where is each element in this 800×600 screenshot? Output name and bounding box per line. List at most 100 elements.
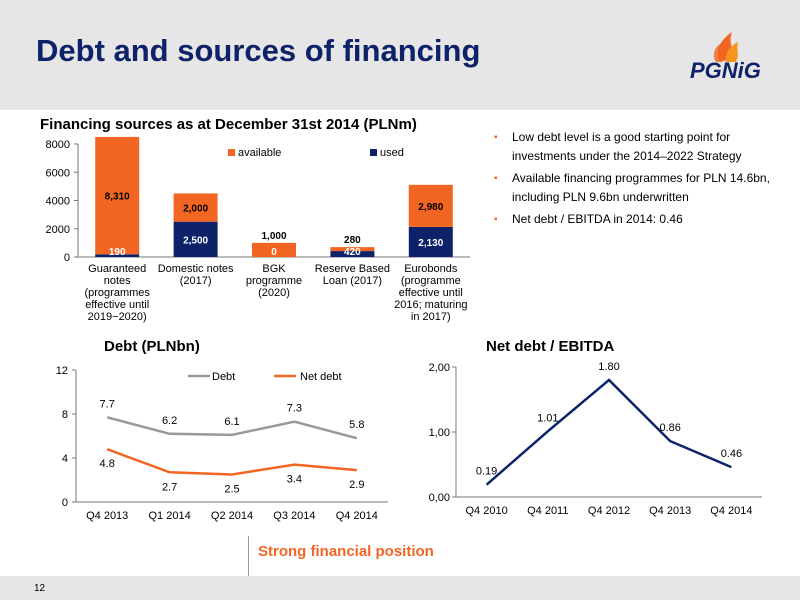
data-label-used: 190 <box>109 247 126 258</box>
x-category-label: Domestic notes <box>158 263 234 275</box>
bar-used <box>95 254 140 257</box>
x-category-label: Q4 2011 <box>527 505 568 517</box>
y-tick-label: 8000 <box>46 139 70 151</box>
x-category-label: Q4 2014 <box>710 505 752 517</box>
x-category-label: Guaranteed <box>88 263 146 275</box>
bullet-item: ▪ Low debt level is a good starting point… <box>494 130 742 163</box>
data-label: 4.8 <box>100 458 115 470</box>
legend-label-available: available <box>238 147 281 159</box>
x-category-label: Q4 2010 <box>465 505 507 517</box>
x-category-label: Q2 2014 <box>211 510 253 522</box>
y-tick-label: 2000 <box>46 224 70 236</box>
data-label-used: 2,500 <box>183 235 208 246</box>
data-label: 3.4 <box>287 474 302 486</box>
x-category-label: (2017) <box>180 275 212 287</box>
data-label-available: 280 <box>344 235 361 246</box>
pgnig-flame-logo <box>713 32 738 62</box>
series-line-net-debt <box>106 448 357 476</box>
data-label-available: 2,980 <box>418 202 443 213</box>
y-tick-label: 1,00 <box>429 427 450 439</box>
legend-label-used: used <box>380 147 404 159</box>
x-category-label: programme <box>246 275 302 287</box>
data-label-available: 2,000 <box>183 204 208 215</box>
logo-text: PGNiG <box>690 58 761 83</box>
data-label: 7.7 <box>100 398 115 410</box>
legend-label-net-debt: Net debt <box>300 371 342 383</box>
x-category-label: 2016; maturing <box>394 299 467 311</box>
x-category-label: Q4 2013 <box>649 505 691 517</box>
x-category-label: Q4 2012 <box>588 505 630 517</box>
bar-available <box>252 242 296 257</box>
data-label-used: 0 <box>271 247 277 258</box>
data-label: 1.80 <box>598 361 619 373</box>
y-tick-label: 0 <box>62 497 68 509</box>
y-tick-label: 0,00 <box>429 492 450 504</box>
series-line-ratio <box>485 378 732 486</box>
netdebt-ebitda-chart-title: Net debt / EBITDA <box>486 338 615 355</box>
bar-used <box>408 226 453 257</box>
bar-used <box>330 251 375 257</box>
debt-chart-title: Debt (PLNbn) <box>104 338 200 355</box>
bullet-item: ▪ Available financing programmes for PLN … <box>494 171 770 204</box>
data-label: 2.5 <box>224 484 239 496</box>
data-label: 2.9 <box>349 479 364 491</box>
data-label-used: 2,130 <box>418 238 443 249</box>
series-line-debt <box>106 416 358 440</box>
footer-tagline: Strong financial position <box>258 543 434 560</box>
x-category-label: in 2017) <box>411 311 451 323</box>
bar-available <box>95 136 140 255</box>
x-category-label: Q3 2014 <box>273 510 315 522</box>
bar-available <box>330 247 375 252</box>
bullet-square-icon: ▪ <box>494 132 498 143</box>
data-label: 5.8 <box>349 419 364 431</box>
footer-divider <box>248 536 249 576</box>
x-category-label: Loan (2017) <box>323 275 382 287</box>
data-label-available: 8,310 <box>105 192 130 203</box>
footer-band <box>0 576 800 600</box>
x-category-label: effective until <box>85 299 149 311</box>
bullet-square-icon: ▪ <box>494 214 498 225</box>
legend-label-debt: Debt <box>212 371 235 383</box>
data-label: 2.7 <box>162 481 177 493</box>
data-label: 6.1 <box>224 416 239 428</box>
y-tick-label: 8 <box>62 409 68 421</box>
bar-used <box>173 221 218 257</box>
header-band <box>0 0 800 110</box>
x-category-label: (programme <box>401 275 461 287</box>
data-label: 0.19 <box>476 466 497 478</box>
x-category-label: BGK <box>262 263 286 275</box>
y-tick-label: 12 <box>56 365 68 377</box>
legend-swatch-available <box>228 149 235 156</box>
y-tick-label: 0 <box>64 252 70 264</box>
bar-available <box>173 193 218 222</box>
data-label: 0.46 <box>721 448 742 460</box>
data-label: 1.01 <box>537 412 558 424</box>
key-points-list: ▪ Low debt level is a good starting point… <box>494 128 794 232</box>
x-category-label: notes <box>104 275 131 287</box>
bullet-square-icon: ▪ <box>494 173 498 184</box>
x-category-label: (programmes <box>84 287 150 299</box>
x-category-label: Q1 2014 <box>148 510 190 522</box>
x-category-label: Q4 2014 <box>336 510 378 522</box>
data-label: 0.86 <box>659 422 680 434</box>
bar-available <box>408 184 453 227</box>
bullet-item: ▪ Net debt / EBITDA in 2014: 0.46 <box>494 210 794 229</box>
data-label: 7.3 <box>287 403 302 415</box>
financing-chart-title: Financing sources as at December 31st 20… <box>40 116 417 133</box>
page-number: 12 <box>34 583 46 594</box>
data-label-available: 1,000 <box>261 231 286 242</box>
x-category-label: effective until <box>399 287 463 299</box>
legend-swatch-used <box>370 149 377 156</box>
data-label-used: 420 <box>344 247 361 258</box>
y-tick-label: 4 <box>62 453 68 465</box>
data-label: 6.2 <box>162 415 177 427</box>
x-category-label: Eurobonds <box>404 263 458 275</box>
y-tick-label: 6000 <box>46 167 70 179</box>
x-category-label: Q4 2013 <box>86 510 128 522</box>
page-title: Debt and sources of financing <box>36 33 481 68</box>
x-category-label: (2020) <box>258 287 290 299</box>
x-category-label: 2019−2020) <box>88 311 147 323</box>
y-tick-label: 4000 <box>46 196 70 208</box>
x-category-label: Reserve Based <box>315 263 390 275</box>
y-tick-label: 2,00 <box>429 362 450 374</box>
